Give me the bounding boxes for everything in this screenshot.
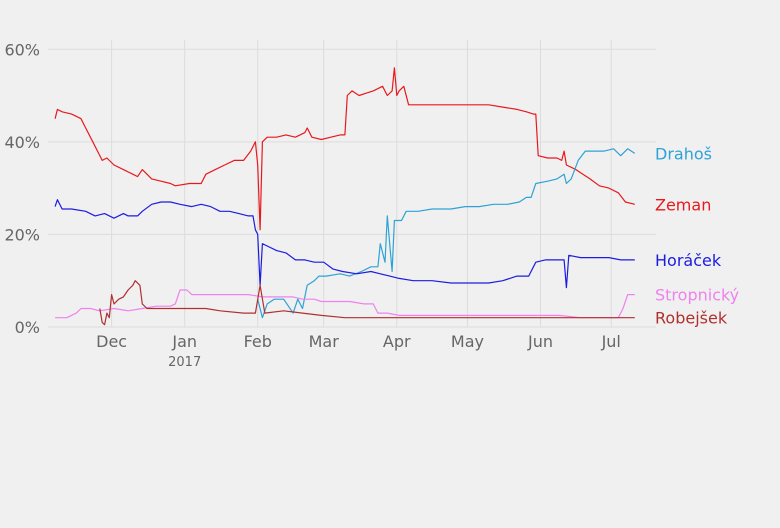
x-tick-label: Dec [96, 332, 127, 351]
x-axis-tick-labels: Dec Jan 2017 Feb Mar Apr May Jun Jul [96, 332, 621, 370]
series-line-stropnicky [55, 289, 635, 319]
x-tick-label: Jun [527, 332, 553, 351]
series-line-drahos [257, 148, 636, 319]
y-tick-label: 0% [15, 318, 40, 337]
y-tick-label: 60% [4, 40, 40, 59]
series-label-stropnicky: Stropnický [655, 286, 739, 305]
x-tick-label: Apr [383, 332, 411, 351]
series-line-robejsek [99, 280, 635, 326]
grid [48, 40, 656, 328]
series-label-zeman: Zeman [655, 195, 711, 214]
series-lines [54, 67, 636, 326]
y-tick-label: 20% [4, 225, 40, 244]
x-tick-label: May [451, 332, 484, 351]
series-line-zeman [54, 67, 635, 231]
x-tick-label: Mar [309, 332, 340, 351]
series-label-drahos: Drahoš [655, 144, 712, 163]
series-label-robejsek: Robejšek [655, 309, 728, 328]
y-axis-tick-labels: 0% 20% 40% 60% [4, 40, 40, 337]
y-tick-label: 40% [4, 133, 40, 152]
x-tick-label: Feb [244, 332, 272, 351]
x-tick-year-label: 2017 [168, 355, 201, 370]
x-tick-label: Jan [171, 332, 197, 351]
x-tick-label: Jul [601, 332, 621, 351]
series-line-horacek [54, 199, 635, 289]
series-label-horacek: Horáček [655, 251, 722, 270]
series-end-labels: Drahoš Zeman Horáček Stropnický Robejšek [655, 144, 739, 327]
